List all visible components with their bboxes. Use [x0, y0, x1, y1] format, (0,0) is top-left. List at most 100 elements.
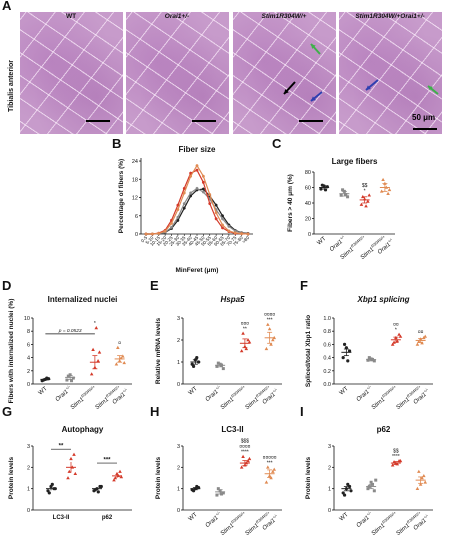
chart-i-point-3-3 — [417, 469, 421, 473]
chart-h-ylabel: Protein levels — [155, 456, 162, 499]
chart-h-point-3-0 — [264, 480, 269, 484]
histology-column-title-1: Orai1+/- — [165, 13, 189, 20]
chart-i-annotation-2-1: **** — [392, 454, 400, 460]
chart-b-series-wt-point-7 — [189, 194, 193, 198]
scale-bar-stim1 — [299, 120, 323, 122]
chart-h-point-1-0 — [215, 493, 219, 497]
chart-d-ylabel: Fibers with internalized nuclei (%) — [8, 299, 15, 404]
chart-i-ylabel: Protein levels — [305, 456, 312, 499]
chart-d-point-1-4 — [70, 379, 74, 383]
chart-c-point-1-2 — [346, 195, 350, 199]
chart-h-point-3-3 — [266, 465, 270, 469]
chart-d-point-2-0 — [89, 372, 94, 376]
chart-g-point-3-0 — [112, 478, 116, 482]
scale-bar-wt — [86, 120, 110, 122]
chart-d-point-2-5 — [97, 350, 102, 354]
chart-i-xtick-label-1-line1: Orai1+/- — [354, 510, 375, 529]
chart-c-ytick-label-4: 80 — [305, 170, 311, 176]
chart-c-point-0-0 — [319, 187, 323, 191]
chart-i-point-2-5 — [398, 459, 403, 463]
chart-c-point-3-5 — [387, 187, 392, 192]
scale-bar-orai1 — [192, 120, 216, 122]
chart-f-point-1-3 — [367, 356, 371, 360]
chart-c-xtick-label-0-line1: WT — [316, 236, 327, 247]
chart-b-series-wt-point-12 — [221, 214, 224, 218]
chart-i-ytick-label-0: 0 — [328, 508, 331, 514]
chart-b-series-double-point-13 — [227, 229, 231, 233]
chart-h-annotation-2-0: $$$ — [241, 439, 250, 445]
chart-c-point-1-0 — [339, 193, 343, 197]
chart-i-point-3-0 — [415, 486, 420, 490]
chart-f-ytick-label-1: 0.2 — [323, 369, 331, 375]
chart-b-series-wt-point-11 — [214, 203, 218, 207]
chart-f-point-0-2 — [347, 349, 352, 353]
chart-e-point-2-0 — [239, 349, 244, 353]
chart-e-point-2-4 — [244, 346, 249, 351]
chart-b-series-orai1-point-5 — [176, 215, 180, 219]
chart-b-series-orai1-point-9 — [201, 190, 205, 194]
chart-b-series-orai1-point-8 — [195, 187, 199, 190]
panel-letter-i: I — [300, 404, 304, 419]
arrow-blue-1-head — [311, 96, 316, 101]
chart-g-ytick-label-1: 1 — [27, 487, 30, 493]
chart-e-xtick-label-0-line1: WT — [188, 386, 199, 397]
chart-h-xtick-label-0: WT — [188, 512, 199, 523]
chart-b-series-double-point-5 — [176, 208, 180, 212]
chart-e-xtick-label-1-line1: Orai1+/- — [203, 384, 224, 403]
chart-e-ytick-label-3: 3 — [177, 316, 180, 322]
chart-b-series-wt-point-5 — [176, 218, 180, 222]
chart-f-point-0-4 — [346, 359, 350, 363]
histology-row-label: Tibialis anterior — [8, 60, 15, 112]
chart-e-annotation-3-0: ¤¤¤¤ — [264, 312, 275, 318]
chart-f-point-2-2 — [397, 332, 401, 336]
chart-f-point-0-3 — [342, 342, 347, 346]
chart-d-point-1-1 — [68, 373, 72, 377]
chart-d-xtick-label-0: WT — [38, 386, 49, 397]
chart-i-xtick-label-1: Orai1+/- — [354, 510, 375, 529]
chart-g-ylabel: Protein levels — [8, 456, 15, 499]
chart-g-point-2-4 — [96, 490, 100, 494]
chart-e-xtick-label-3: Stim1R304W/+Orai1+/- — [244, 384, 278, 412]
panel-letter-h: H — [150, 404, 159, 419]
chart-h-annotation-2-2: **** — [241, 450, 249, 456]
chart-h-point-2-0 — [239, 465, 244, 469]
chart-e-point-0-4 — [195, 356, 199, 360]
chart-e-point-0-3 — [191, 364, 196, 368]
chart-i-xtick-label-0: WT — [339, 512, 350, 523]
chart-c-ytick-label-3: 60 — [305, 186, 311, 192]
chart-b-series-double-point-9 — [201, 174, 205, 178]
chart-d-point-1-0 — [65, 378, 69, 382]
chart-b-xtick-label-16: >80 — [241, 235, 250, 244]
chart-d-point-1-2 — [71, 376, 75, 380]
arrow-green-2-head — [428, 86, 433, 91]
chart-i-ytick-label-3: 3 — [328, 444, 331, 450]
chart-b-xtick-label-0: 0-5 — [140, 235, 149, 244]
chart-b-xlabel: MinFeret (μm) — [176, 267, 219, 274]
chart-h-ytick-label-0: 0 — [177, 508, 180, 514]
arrow-green-1-head — [311, 44, 316, 49]
chart-b-series-double-point-12 — [221, 223, 224, 227]
chart-i-xtick-label-3: Stim1R304W/+Orai1+/- — [395, 510, 429, 538]
chart-h-ytick-label-3: 3 — [177, 444, 180, 450]
chart-b-series-double-line — [146, 164, 249, 235]
chart-c-point-2-4 — [364, 204, 368, 208]
chart-f-point-0-1 — [344, 346, 348, 350]
chart-c-ytick-label-0: 0 — [308, 232, 311, 238]
chart-b-series-stim1-line — [146, 169, 249, 235]
chart-d-xtick-label-1: Orai1+/- — [55, 384, 72, 403]
chart-e-point-2-2 — [246, 338, 250, 342]
chart-d-point-2-4 — [94, 326, 99, 330]
chart-g-point-1-5 — [73, 471, 78, 476]
chart-g-ytick-label-2: 2 — [27, 465, 30, 471]
chart-f-ytick-label-2: 0.4 — [323, 356, 331, 362]
chart-e-xtick-label-0: WT — [188, 386, 199, 397]
chart-b-series-stim1-point-6 — [182, 187, 186, 190]
histology-column-title-3: Stim1R304W/+Orai1+/- — [355, 13, 424, 20]
chart-d-ytick-label-5: 10 — [24, 316, 30, 322]
chart-f-ytick-label-4: 0.8 — [323, 329, 331, 335]
chart-i-point-1-0 — [366, 487, 370, 491]
arrow-black-head — [284, 89, 289, 94]
chart-d-ytick-label-0: 0 — [27, 382, 30, 388]
chart-h-xtick-label-1-line1: Orai1+/- — [203, 510, 224, 529]
chart-e-ytick-label-2: 2 — [177, 338, 180, 344]
